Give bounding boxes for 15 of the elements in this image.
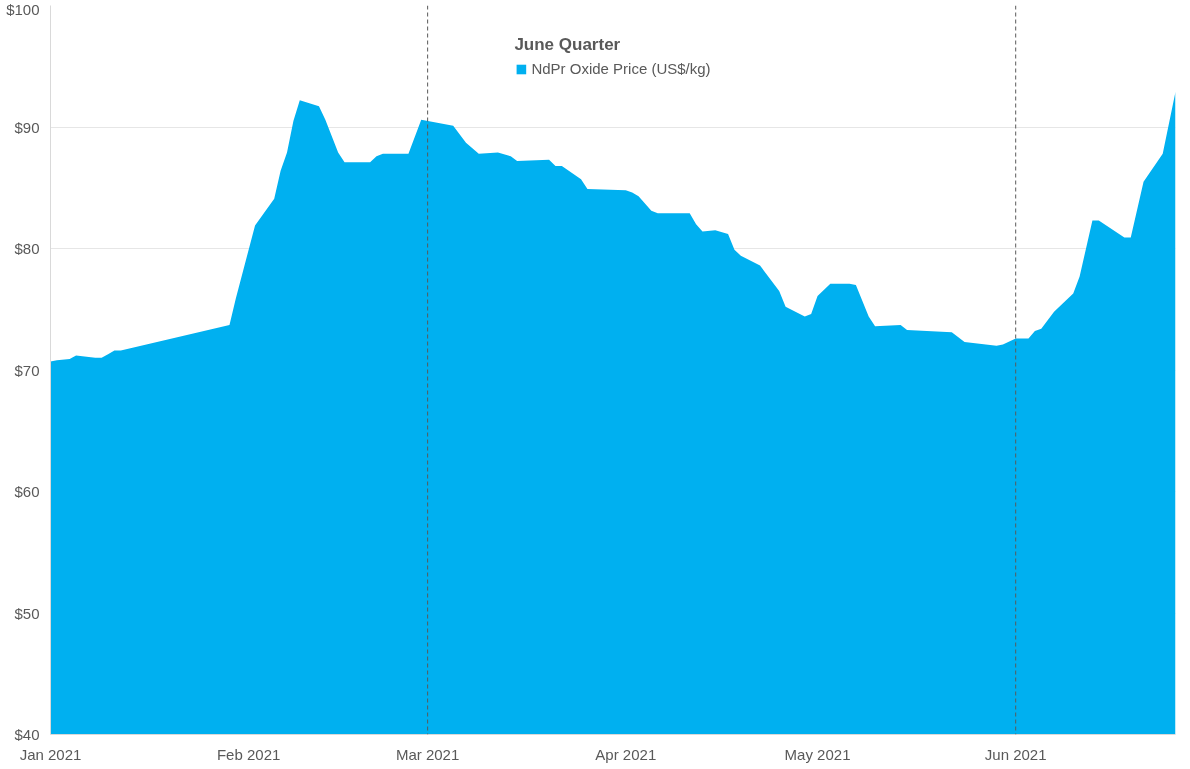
x-tick-label: Jun 2021 xyxy=(984,745,1047,763)
x-tick-label: Mar 2021 xyxy=(395,745,460,763)
x-tick-label: Jan 2021 xyxy=(19,745,82,763)
y-tick-label: $60 xyxy=(14,483,40,500)
legend-label: NdPr Oxide Price (US$/kg) xyxy=(531,60,711,77)
y-tick-label: $100 xyxy=(6,0,40,18)
y-tick-label: $90 xyxy=(14,118,40,136)
legend-title: June Quarter xyxy=(514,35,622,55)
x-tick-label: May 2021 xyxy=(784,745,851,763)
x-tick-label: Feb 2021 xyxy=(216,745,281,763)
x-tick-label: Apr 2021 xyxy=(595,745,657,763)
y-tick-label: $40 xyxy=(14,726,40,743)
y-tick-label: $80 xyxy=(14,240,40,257)
y-tick-label: $50 xyxy=(14,604,40,622)
y-tick-label: $70 xyxy=(14,361,40,379)
